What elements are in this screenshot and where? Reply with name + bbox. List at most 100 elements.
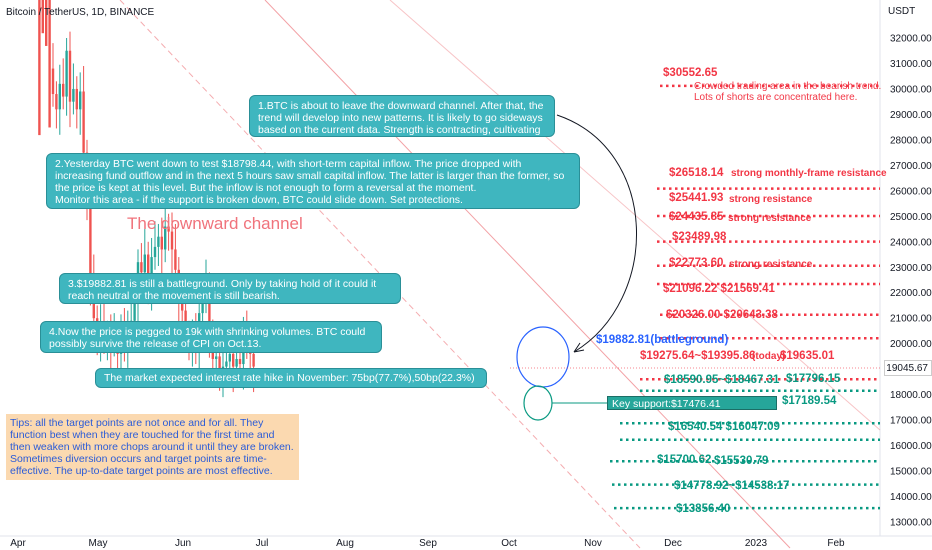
support-circle [523, 385, 553, 421]
y-tick-label: 17000.00 [890, 416, 932, 427]
x-tick-label: 2023 [745, 538, 768, 549]
x-tick-label: Jul [256, 538, 269, 549]
level-label-19635: $19635.01 [780, 350, 835, 362]
x-tick-label: May [89, 538, 108, 549]
candle-body [147, 254, 150, 286]
level-label-24435: $24435.85 [669, 211, 724, 223]
candle-body [79, 91, 82, 110]
candle-body [143, 254, 146, 273]
candle-body [208, 285, 211, 339]
candle-body [170, 231, 174, 250]
candle-body [68, 50, 72, 102]
candle-body [133, 302, 136, 321]
level-label-22773: $22773.60 [669, 257, 724, 269]
x-tick-label: Sep [419, 538, 437, 549]
candle-body [48, 0, 51, 128]
candle-body [150, 257, 153, 286]
candle-body [215, 356, 218, 359]
x-tick-label: Apr [10, 538, 26, 549]
level-note-25441: strong resistance [729, 194, 813, 205]
y-tick-label: 15000.00 [890, 467, 932, 478]
candle-body [174, 249, 177, 270]
y-tick-label: 24000.00 [890, 237, 932, 248]
x-tick-label: Feb [827, 538, 845, 549]
candle-body [238, 358, 242, 365]
candle-body [153, 246, 157, 258]
y-tick-label: 27000.00 [890, 161, 932, 172]
last-price-tag: 19045.67 [884, 360, 932, 376]
y-tick-label: 26000.00 [890, 186, 932, 197]
x-tick-label: Dec [664, 538, 682, 549]
note-2: 2.Yesterday BTC went down to test $18798… [46, 153, 580, 209]
candle-body [225, 361, 228, 367]
candle-body [82, 91, 85, 153]
candle-body [235, 358, 238, 367]
level-note-24435: strong resistance [728, 213, 812, 224]
level-label-13856: $13856.40 [676, 503, 731, 515]
candle-body [232, 353, 235, 367]
crowd-note: Crowded trading area in the bearish tren… [694, 81, 882, 103]
x-tick-label: Nov [584, 538, 602, 549]
symbol-title: Bitcoin / TetherUS, 1D, BINANCE [6, 7, 155, 18]
key-support-label: Key support:$17476.41 [607, 396, 777, 410]
level-label-20326: $20326.00 $20643.38 [666, 309, 778, 321]
candle-body [45, 0, 48, 46]
level-label-23489: $23489.98 [672, 231, 727, 243]
level-label-15700: $15700.62 [657, 454, 712, 466]
candle-body [89, 201, 92, 280]
level-label-25441: $25441.93 [669, 192, 724, 204]
y-tick-label: 13000.00 [890, 518, 932, 529]
candle-body [228, 353, 231, 362]
candle-body [201, 300, 204, 314]
candle-body [252, 353, 255, 367]
candle-body [164, 226, 167, 250]
note-arrowhead [573, 342, 585, 353]
y-tick-label: 21000.00 [890, 314, 932, 325]
level-label-14778: $14778.92~$14538.17 [674, 480, 790, 492]
level-note-22773: strong resistance [729, 259, 813, 270]
axis-unit: USDT [888, 6, 916, 17]
y-tick-label: 20000.00 [890, 339, 932, 350]
candle-body [51, 68, 55, 95]
candle-body [218, 356, 221, 372]
candle-body [181, 302, 184, 311]
candle-body [41, 0, 44, 34]
level-note-today: (today) [752, 351, 786, 362]
tips-note: Tips: all the target points are not once… [6, 414, 299, 480]
battleground-circle [516, 326, 570, 388]
candle-body [38, 0, 41, 136]
candle-body [75, 88, 78, 110]
y-tick-label: 18000.00 [890, 390, 932, 401]
candle-body [157, 236, 160, 247]
candle-body [167, 226, 170, 232]
x-tick-label: Jun [175, 538, 191, 549]
note-5: The market expected interest rate hike i… [95, 368, 487, 388]
y-tick-label: 29000.00 [890, 110, 932, 121]
y-tick-label: 14000.00 [890, 492, 932, 503]
channel-line-upper [264, 0, 791, 549]
candle-body [55, 94, 58, 110]
y-tick-label: 31000.00 [890, 59, 932, 70]
level-label-19882: $19882.81(battleground) [596, 334, 729, 346]
x-tick-label: Oct [501, 538, 517, 549]
level-label-17796: $17796.15 [786, 373, 841, 385]
note-arrow [556, 114, 638, 353]
candle-body [58, 83, 61, 110]
level-label-30552: $30552.65 [663, 67, 718, 79]
y-tick-label: 23000.00 [890, 263, 932, 274]
y-tick-label: 25000.00 [890, 212, 932, 223]
candle-body [65, 50, 68, 97]
y-tick-label: 32000.00 [890, 34, 932, 45]
y-tick-label: 16000.00 [890, 441, 932, 452]
note-4: 4.Now the price is pegged to 19k with sh… [40, 321, 382, 353]
y-tick-label: 28000.00 [890, 135, 932, 146]
y-tick-label: 30000.00 [890, 84, 932, 95]
level-label-19275: $19275.64~$19395.86 [640, 350, 756, 362]
x-tick-label: Aug [336, 538, 354, 549]
level-label-16540: $16540.54 $16047.09 [668, 421, 780, 433]
y-tick-label: 22000.00 [890, 288, 932, 299]
candle-body [140, 262, 143, 273]
note-3: 3.$19882.81 is still a battleground. Onl… [59, 273, 401, 304]
level-note-26518: strong monthly-frame resistance [731, 168, 887, 179]
